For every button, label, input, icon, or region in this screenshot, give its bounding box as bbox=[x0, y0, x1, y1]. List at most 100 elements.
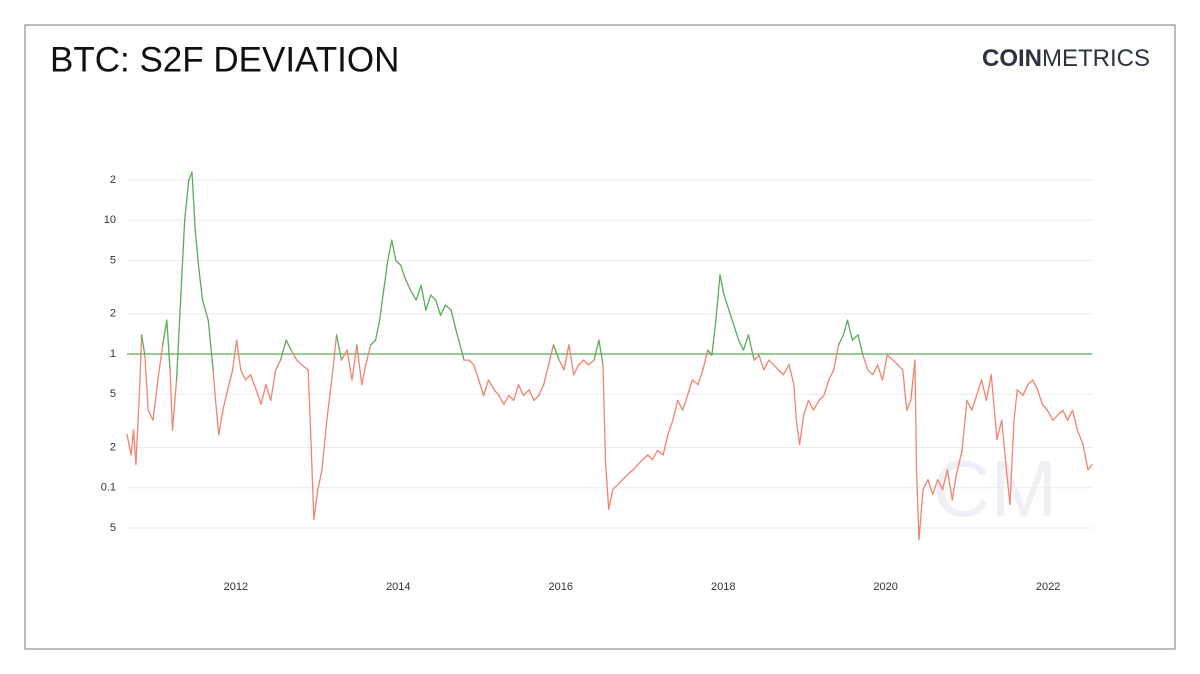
deviation-segment bbox=[966, 399, 973, 411]
x-tick-label: 2016 bbox=[549, 581, 573, 593]
deviation-segment bbox=[1087, 463, 1093, 471]
deviation-segment bbox=[798, 414, 805, 446]
x-tick-label: 2018 bbox=[711, 581, 735, 593]
deviation-segment bbox=[918, 488, 924, 541]
deviation-segment bbox=[260, 384, 267, 406]
deviation-segment bbox=[459, 344, 465, 361]
deviation-segment bbox=[207, 319, 214, 371]
logo: COINMETRICS bbox=[982, 45, 1150, 72]
deviation-segment bbox=[444, 304, 452, 311]
y-tick-label: 2 bbox=[110, 174, 116, 186]
deviation-segment bbox=[1016, 389, 1024, 397]
deviation-segment bbox=[249, 374, 257, 391]
deviation-segment bbox=[862, 354, 869, 371]
deviation-segment bbox=[255, 389, 262, 406]
deviation-segment bbox=[130, 429, 135, 456]
deviation-segment bbox=[1052, 414, 1059, 421]
deviation-segment bbox=[691, 379, 699, 386]
deviation-segment bbox=[697, 369, 704, 386]
deviation-segment bbox=[616, 478, 624, 486]
deviation-segment bbox=[533, 394, 540, 402]
deviation-segment bbox=[212, 369, 217, 402]
deviation-segment bbox=[508, 394, 515, 402]
deviation-segment bbox=[857, 334, 864, 356]
deviation-segment bbox=[626, 469, 634, 476]
deviation-segment bbox=[214, 399, 220, 436]
y-tick-label: 5 bbox=[110, 388, 116, 400]
deviation-segment bbox=[951, 474, 957, 501]
deviation-segment bbox=[279, 339, 287, 361]
deviation-segment bbox=[383, 259, 389, 291]
deviation-segment bbox=[473, 364, 480, 381]
deviation-segment bbox=[788, 364, 795, 386]
deviation-segment bbox=[227, 369, 234, 391]
deviation-segment bbox=[707, 349, 713, 356]
deviation-segment bbox=[932, 478, 939, 496]
deviation-segment bbox=[522, 389, 530, 397]
deviation-segment bbox=[162, 319, 168, 346]
deviation-segment bbox=[568, 344, 575, 376]
deviation-segment bbox=[681, 394, 689, 411]
deviation-segment bbox=[313, 488, 319, 521]
deviation-segment bbox=[647, 454, 654, 461]
deviation-segment bbox=[677, 399, 684, 411]
deviation-segment bbox=[937, 478, 944, 491]
deviation-segment bbox=[140, 334, 146, 356]
deviation-segment bbox=[828, 369, 835, 381]
deviation-segment bbox=[356, 344, 363, 386]
deviation-segment bbox=[487, 379, 495, 391]
deviation-segment bbox=[346, 349, 353, 381]
deviation-segment bbox=[738, 339, 745, 351]
deviation-segment bbox=[961, 399, 968, 452]
deviation-segment bbox=[420, 284, 427, 311]
deviation-segment bbox=[307, 369, 312, 431]
deviation-segment bbox=[892, 359, 899, 366]
deviation-segment bbox=[285, 339, 292, 351]
deviation-segment bbox=[922, 478, 929, 491]
deviation-segment bbox=[222, 389, 229, 411]
deviation-segment bbox=[1032, 379, 1039, 391]
deviation-segment bbox=[194, 229, 200, 266]
y-tick-label: 2 bbox=[110, 308, 116, 320]
deviation-segment bbox=[300, 364, 309, 371]
deviation-segment bbox=[415, 284, 422, 301]
deviation-segment bbox=[971, 394, 978, 411]
deviation-segment bbox=[563, 344, 570, 371]
deviation-segment bbox=[872, 364, 879, 376]
deviation-segment bbox=[331, 334, 338, 381]
y-tick-label: 0.1 bbox=[101, 482, 116, 494]
deviation-segment bbox=[450, 309, 457, 331]
x-tick-label: 2020 bbox=[873, 581, 897, 593]
deviation-segment bbox=[656, 449, 664, 456]
deviation-segment bbox=[493, 389, 500, 397]
deviation-segment bbox=[662, 433, 669, 456]
deviation-segment bbox=[478, 379, 485, 397]
deviation-segment bbox=[147, 409, 154, 421]
y-tick-label: 2 bbox=[110, 441, 116, 453]
deviation-segment bbox=[881, 354, 888, 381]
y-tick-label: 5 bbox=[110, 522, 116, 534]
deviation-segment bbox=[201, 299, 209, 321]
deviation-segment bbox=[763, 359, 770, 371]
deviation-segment bbox=[946, 469, 953, 501]
deviation-segment bbox=[642, 454, 649, 461]
deviation-segment bbox=[772, 364, 780, 371]
deviation-segment bbox=[782, 364, 790, 376]
deviation-segment bbox=[365, 344, 372, 366]
deviation-segment bbox=[455, 329, 461, 346]
deviation-segment bbox=[593, 339, 600, 361]
x-tick-label: 2022 bbox=[1036, 581, 1060, 593]
deviation-segment bbox=[528, 389, 535, 402]
deviation-segment bbox=[723, 294, 730, 311]
deviation-segment bbox=[543, 364, 550, 386]
deviation-segment bbox=[672, 399, 679, 421]
deviation-segment bbox=[1046, 409, 1054, 421]
deviation-segment bbox=[915, 469, 920, 541]
deviation-segment bbox=[184, 179, 190, 221]
deviation-segment bbox=[191, 171, 196, 232]
deviation-segment bbox=[482, 379, 490, 397]
deviation-segment bbox=[1036, 389, 1044, 406]
deviation-segment bbox=[361, 364, 367, 386]
y-tick-label: 1 bbox=[110, 348, 116, 360]
